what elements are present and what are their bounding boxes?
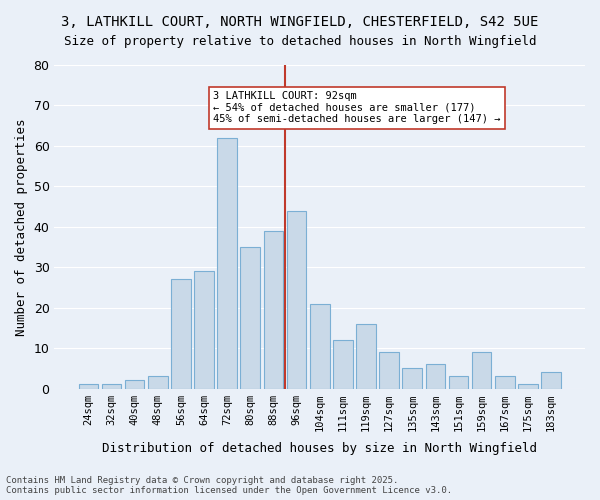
- Bar: [194, 271, 214, 388]
- Bar: [241, 247, 260, 388]
- Bar: [148, 376, 167, 388]
- Text: Size of property relative to detached houses in North Wingfield: Size of property relative to detached ho…: [64, 35, 536, 48]
- Bar: [125, 380, 145, 388]
- Bar: [541, 372, 561, 388]
- Bar: [518, 384, 538, 388]
- Y-axis label: Number of detached properties: Number of detached properties: [15, 118, 28, 336]
- Bar: [472, 352, 491, 389]
- Bar: [217, 138, 237, 388]
- Bar: [171, 280, 191, 388]
- Bar: [263, 231, 283, 388]
- Bar: [333, 340, 353, 388]
- X-axis label: Distribution of detached houses by size in North Wingfield: Distribution of detached houses by size …: [102, 442, 537, 455]
- Bar: [287, 210, 307, 388]
- Text: Contains HM Land Registry data © Crown copyright and database right 2025.
Contai: Contains HM Land Registry data © Crown c…: [6, 476, 452, 495]
- Bar: [449, 376, 469, 388]
- Text: 3 LATHKILL COURT: 92sqm
← 54% of detached houses are smaller (177)
45% of semi-d: 3 LATHKILL COURT: 92sqm ← 54% of detache…: [213, 92, 501, 124]
- Bar: [403, 368, 422, 388]
- Text: 3, LATHKILL COURT, NORTH WINGFIELD, CHESTERFIELD, S42 5UE: 3, LATHKILL COURT, NORTH WINGFIELD, CHES…: [61, 15, 539, 29]
- Bar: [495, 376, 515, 388]
- Bar: [425, 364, 445, 388]
- Bar: [101, 384, 121, 388]
- Bar: [310, 304, 329, 388]
- Bar: [356, 324, 376, 388]
- Bar: [379, 352, 399, 389]
- Bar: [79, 384, 98, 388]
